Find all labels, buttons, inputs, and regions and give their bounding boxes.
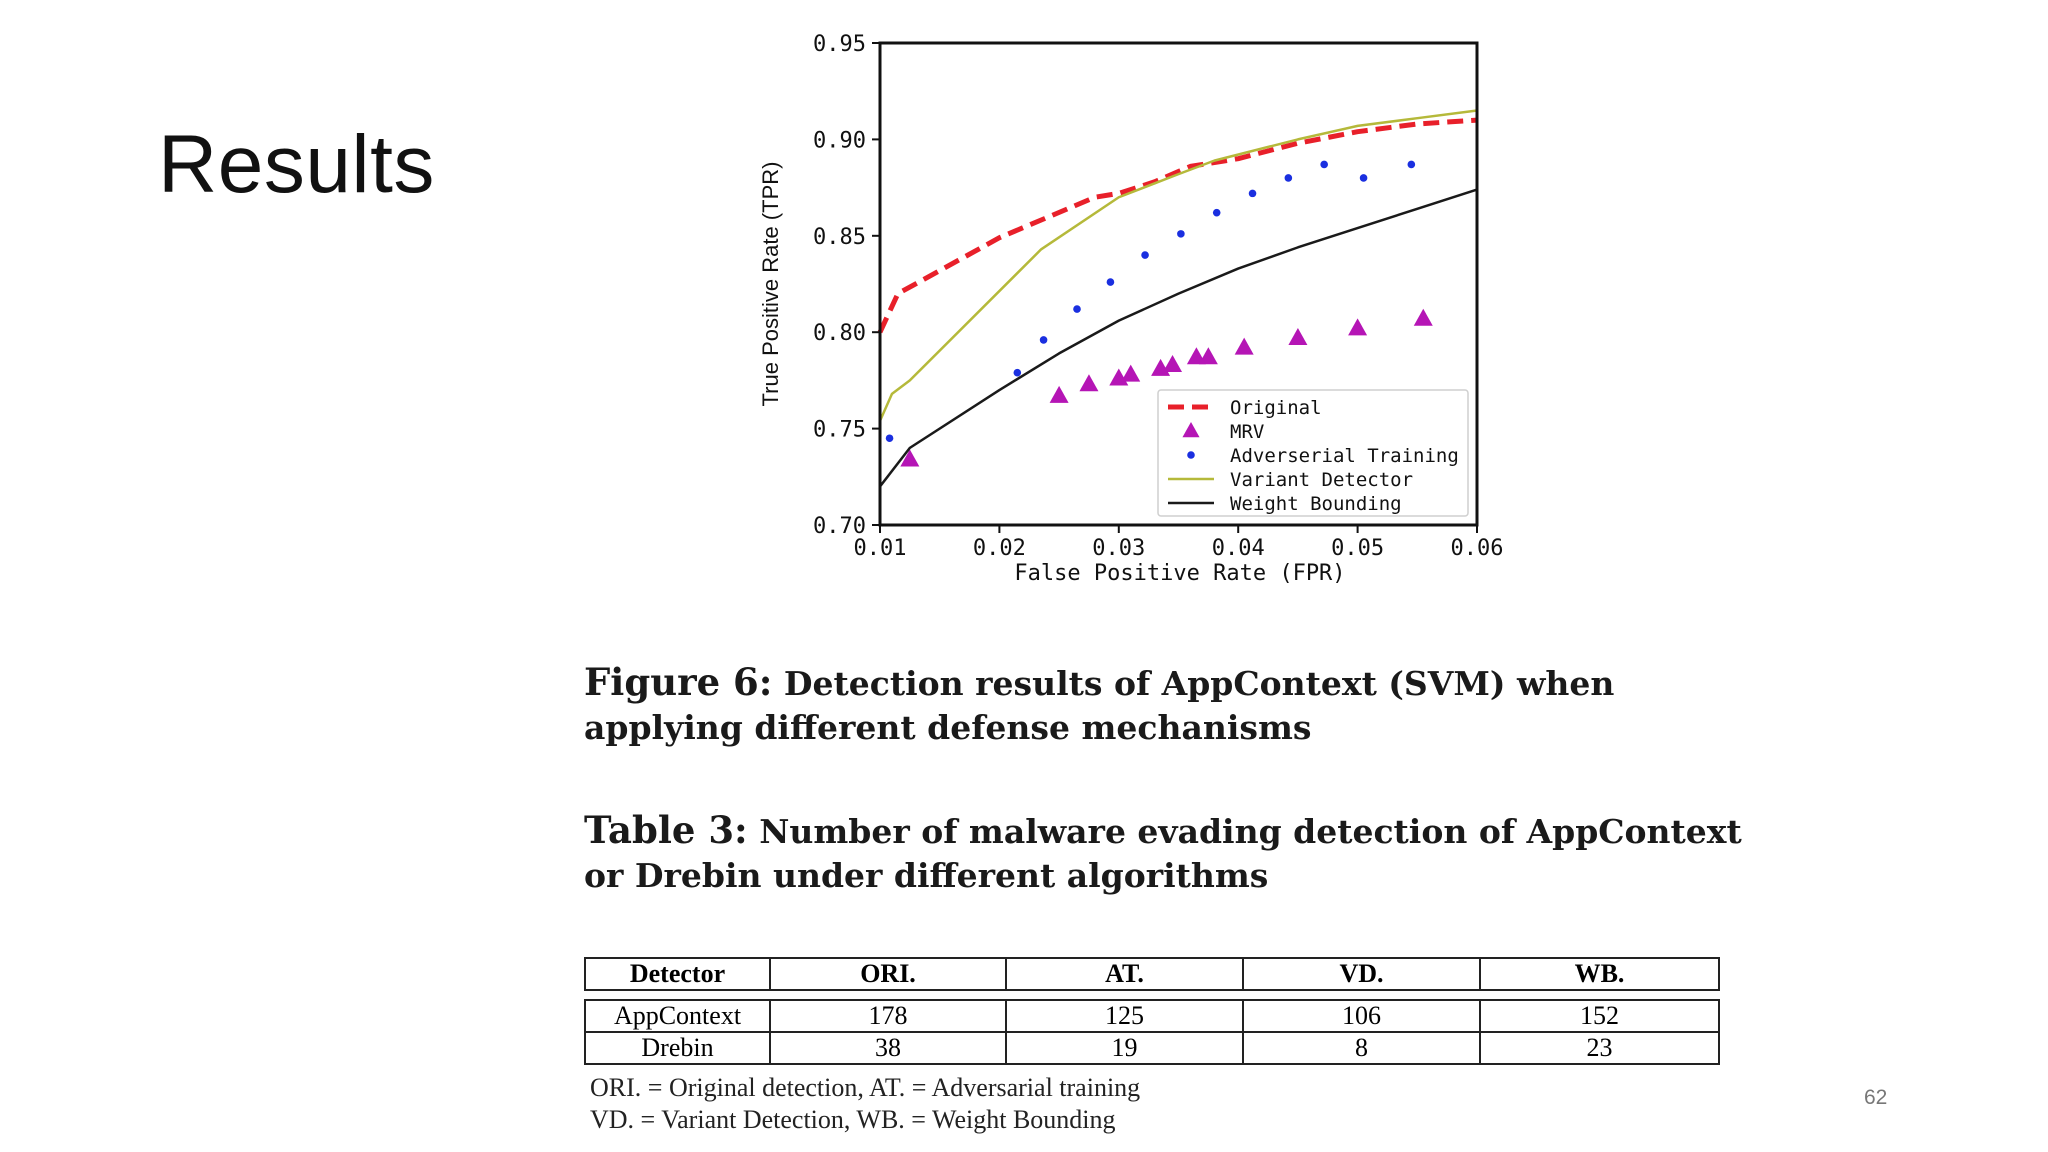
adverserial-training-point [1039, 336, 1048, 344]
results-table: Detector ORI. AT. VD. WB. AppContext 178… [584, 957, 1720, 1065]
table-note: ORI. = Original detection, AT. = Adversa… [590, 1073, 1141, 1102]
x-tick-label: 0.01 [854, 536, 907, 561]
table-caption-text: Number of malware evading detection of A… [584, 812, 1742, 895]
x-tick-label: 0.03 [1092, 536, 1145, 561]
figure-caption-label: Figure 6: [584, 660, 773, 704]
table-row: Drebin 38 19 8 23 [584, 1031, 1720, 1065]
mrv-point [1049, 385, 1069, 403]
x-tick-label: 0.02 [973, 536, 1026, 561]
y-tick-label: 0.85 [813, 225, 866, 250]
roc-chart: 0.01 0.02 0.03 0.04 0.05 0.06 0.70 0.75 0.80 0.85… [740, 20, 1540, 600]
table-caption-label: Table 3: [584, 808, 748, 852]
table-cell: 23 [1479, 1031, 1720, 1065]
y-tick-label: 0.70 [813, 514, 866, 539]
legend-swatch-adverserial-training [1187, 451, 1195, 459]
table-cell: 8 [1242, 1031, 1481, 1065]
adverserial-training-point [1212, 208, 1221, 217]
figure-caption-text: Detection results of AppContext (SVM) wh… [584, 664, 1615, 747]
weight-bounding-series-line [879, 188, 1478, 488]
y-tick-label: 0.80 [813, 321, 866, 346]
legend-swatch-mrv [1182, 422, 1200, 438]
roc-chart-svg: 0.01 0.02 0.03 0.04 0.05 0.06 0.70 0.75 0.80 0.85… [758, 32, 1503, 586]
legend-label-adverserial-training: Adverserial Training [1230, 445, 1459, 467]
table-header-row: Detector ORI. AT. VD. WB. [584, 957, 1720, 991]
table-row: AppContext 178 125 106 152 [584, 999, 1720, 1032]
y-tick-label: 0.75 [813, 418, 866, 443]
mrv-point [1121, 364, 1141, 382]
y-tick-label: 0.95 [813, 32, 866, 57]
legend-label-variant-detector: Variant Detector [1230, 469, 1413, 491]
mrv-point [1288, 327, 1308, 345]
page-number: 62 [1864, 1086, 1888, 1109]
original-series-line [877, 117, 1478, 334]
table-cell: 178 [769, 999, 1007, 1032]
mrv-point [1186, 347, 1206, 365]
adverserial-training-point [1320, 160, 1328, 169]
table-cell: 19 [1005, 1031, 1244, 1065]
header-cell: AT. [1005, 957, 1244, 991]
mrv-point [1413, 308, 1433, 326]
adverserial-training-point [1359, 174, 1368, 182]
adverserial-training-point [1013, 368, 1022, 377]
legend-label-mrv: MRV [1230, 421, 1264, 443]
adverserial-training-point [1073, 305, 1081, 313]
plot-frame [878, 41, 1479, 527]
legend-label-weight-bounding: Weight Bounding [1230, 493, 1402, 515]
mrv-point [1348, 318, 1368, 336]
x-axis-label: False Positive Rate (FPR) [1014, 561, 1345, 586]
table-cell: Drebin [584, 1031, 771, 1065]
variant-detector-series-line [878, 109, 1478, 422]
adverserial-training-point [1284, 174, 1293, 182]
table-cell: 125 [1005, 999, 1244, 1032]
adverserial-training-point [1407, 160, 1416, 169]
mrv-point [1234, 337, 1254, 355]
x-tick-label: 0.04 [1212, 536, 1265, 561]
mrv-point [1079, 374, 1099, 392]
header-cell: ORI. [769, 957, 1007, 991]
table-caption: Table 3: Number of malware evading detec… [584, 808, 1744, 898]
figure-caption: Figure 6: Detection results of AppContex… [584, 660, 1744, 750]
legend-box [1157, 389, 1469, 517]
mrv-point [1198, 347, 1218, 365]
table-cell: AppContext [584, 999, 771, 1032]
adverserial-training-point [1106, 278, 1115, 286]
x-tick-label: 0.05 [1331, 536, 1384, 561]
adverserial-training-point [885, 434, 894, 443]
header-cell: Detector [584, 957, 771, 991]
table-note: VD. = Variant Detection, WB. = Weight Bo… [590, 1105, 1116, 1134]
slide-title: Results [158, 119, 435, 210]
adverserial-training-point [1177, 230, 1185, 238]
legend-label-original: Original [1230, 397, 1322, 419]
y-axis-label: True Positive Rate (TPR) [758, 162, 783, 407]
table-cell: 106 [1242, 999, 1481, 1032]
adverserial-training-point [1248, 189, 1257, 198]
adverserial-training-point [1141, 251, 1149, 259]
series-layer [877, 109, 1478, 488]
table-notes: ORI. = Original detection, AT. = Adversa… [590, 1072, 1140, 1136]
mrv-point [900, 449, 920, 467]
x-tick-label: 0.06 [1451, 536, 1504, 561]
axis-layer: 0.01 0.02 0.03 0.04 0.05 0.06 0.70 0.75 0.80 0.85… [813, 32, 1503, 561]
table-cell: 38 [769, 1031, 1007, 1065]
y-tick-label: 0.90 [813, 128, 866, 153]
mrv-point [1163, 354, 1183, 372]
header-cell: VD. [1242, 957, 1481, 991]
table-cell: 152 [1479, 999, 1720, 1032]
header-cell: WB. [1479, 957, 1720, 991]
